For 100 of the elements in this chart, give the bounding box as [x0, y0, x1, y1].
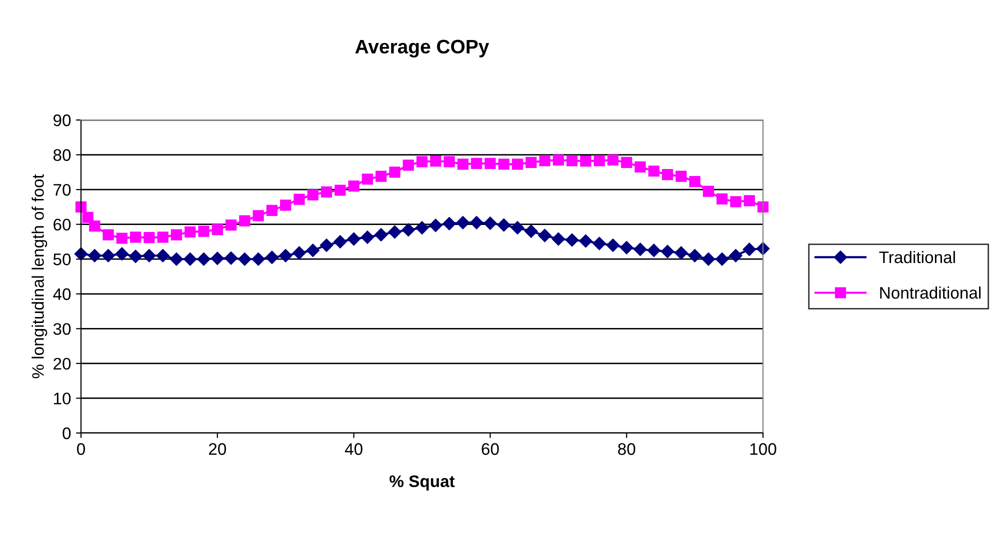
point	[552, 154, 564, 166]
point	[374, 228, 388, 242]
point	[415, 221, 429, 234]
point	[594, 155, 605, 166]
point	[498, 158, 510, 170]
point	[128, 250, 142, 263]
point	[116, 232, 128, 244]
point	[526, 156, 537, 168]
point	[539, 155, 550, 166]
point	[82, 212, 94, 223]
point	[210, 252, 224, 266]
point	[538, 228, 552, 242]
point	[444, 156, 455, 168]
y-tick-label: 30	[53, 323, 71, 335]
x-tick-label: 40	[344, 443, 362, 455]
point	[416, 156, 428, 168]
point	[716, 193, 728, 204]
point	[360, 230, 374, 244]
point	[334, 235, 347, 248]
point	[142, 249, 156, 262]
point	[702, 186, 714, 197]
point	[279, 249, 292, 262]
point	[471, 158, 482, 170]
point	[715, 252, 729, 266]
point	[224, 251, 238, 265]
point	[592, 236, 606, 250]
point	[170, 229, 182, 240]
point	[484, 216, 497, 230]
point	[702, 252, 716, 266]
y-tick-label: 80	[53, 149, 71, 161]
point	[212, 224, 223, 236]
point	[456, 216, 470, 230]
x-tick-label: 20	[208, 443, 226, 455]
y-tick-label: 40	[53, 288, 71, 300]
y-tick-label: 10	[54, 392, 71, 404]
point	[292, 246, 306, 260]
point	[184, 226, 196, 238]
point	[362, 174, 373, 185]
point	[524, 224, 538, 238]
point	[580, 155, 592, 167]
point	[607, 154, 619, 166]
point	[252, 252, 265, 266]
point	[265, 250, 279, 264]
point	[266, 204, 278, 216]
point	[689, 176, 700, 188]
x-tick-label: 80	[618, 443, 636, 455]
point	[388, 225, 402, 239]
point	[566, 155, 578, 166]
legend-label: Nontraditional	[880, 286, 981, 299]
point	[647, 244, 660, 258]
point	[88, 249, 102, 262]
point	[757, 201, 769, 212]
point	[320, 238, 334, 252]
point	[307, 189, 318, 200]
x-tick-label: 60	[482, 443, 499, 455]
point	[756, 242, 770, 256]
y-tick-label: 60	[54, 218, 71, 231]
y-tick-label: 50	[53, 254, 71, 266]
point	[252, 210, 264, 222]
legend-label: Traditional	[879, 250, 955, 264]
point	[115, 247, 129, 260]
y-tick-label: 0	[62, 427, 71, 440]
y-tick-label: 20	[54, 358, 71, 370]
point	[389, 166, 400, 178]
point	[565, 233, 579, 247]
point	[674, 246, 688, 260]
point	[170, 252, 184, 266]
point	[730, 196, 742, 208]
point	[429, 218, 442, 232]
y-axis-title: % longitudinal length of foot	[32, 174, 48, 378]
point	[402, 223, 415, 236]
point	[238, 252, 252, 266]
point	[156, 249, 170, 262]
y-tick-label: 70	[54, 184, 71, 196]
point	[744, 195, 755, 206]
point	[688, 249, 702, 262]
point	[676, 170, 687, 182]
point	[634, 242, 647, 256]
x-tick-label: 100	[750, 443, 776, 455]
point	[280, 200, 292, 211]
point	[662, 169, 674, 180]
point	[620, 241, 634, 254]
point	[184, 252, 197, 266]
x-axis-title: % Squat	[390, 475, 455, 490]
point	[334, 184, 346, 196]
point	[484, 158, 496, 170]
point	[102, 229, 114, 240]
point	[648, 166, 660, 177]
y-tick-label: 90	[54, 114, 71, 126]
point	[347, 232, 360, 246]
point	[376, 170, 387, 182]
point	[348, 180, 360, 192]
point	[294, 194, 305, 205]
chart-title: Average COPy	[355, 40, 490, 58]
point	[239, 215, 250, 226]
point	[742, 242, 756, 256]
point	[197, 252, 210, 266]
point	[144, 232, 155, 244]
point	[198, 226, 210, 237]
point	[470, 216, 484, 230]
